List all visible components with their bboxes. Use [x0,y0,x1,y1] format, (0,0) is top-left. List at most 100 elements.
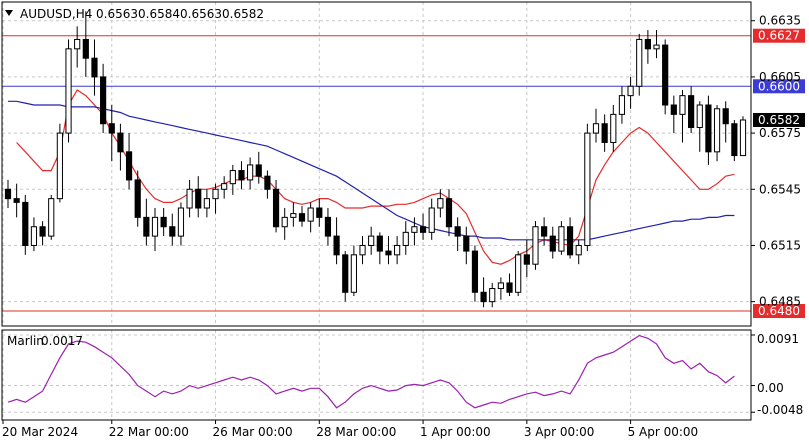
candle-body [696,104,703,128]
candle-body [100,76,107,125]
candle-body [549,235,556,252]
candle-body [558,226,565,252]
dropdown-triangle-icon[interactable] [5,10,13,16]
candle-body [445,198,453,228]
candle-body [713,108,721,153]
oscillator-tick-label: 0.0091 [757,332,799,346]
candle-body [368,235,375,246]
y-tick-label: 0.6515 [759,238,801,252]
candle-body [394,244,401,256]
candle-body [255,164,262,177]
chart-header: AUDUSD,H4 0.6563 0.6584 0.6563 0.6582 [5,7,264,21]
candle-body [411,226,418,233]
candle-body [532,226,539,265]
symbol-label: AUDUSD,H4 [20,7,92,21]
close-value: 0.6582 [222,7,264,21]
candle-body [722,108,729,125]
candle-body [437,198,444,209]
candle-body [575,244,582,256]
candle-body [56,132,63,200]
low-value: 0.6563 [180,7,222,21]
candle-body [316,207,323,218]
candle-body [471,250,479,293]
candle-body [350,254,357,293]
candle-body [30,226,38,246]
candle-body [272,188,280,228]
candle-body [428,207,435,233]
level-price-label: 0.6600 [758,79,800,93]
oscillator-panel-frame [1,329,752,421]
candle-body [592,123,600,134]
candle-body [627,85,634,97]
candle-body [402,231,409,246]
candle-body [480,291,487,303]
oscillator-header: Marlin 0.0017 [7,334,83,348]
candle-body [679,95,686,115]
x-tick-label: 20 Mar 2024 [2,425,78,439]
candle-body [584,132,591,246]
candle-body [151,216,159,237]
x-tick-label: 3 Apr 00:00 [524,425,595,439]
oscillator-tick-label: 0.00 [757,381,784,395]
candle-body [688,95,695,128]
candle-body [419,226,427,233]
candle-body [454,226,461,237]
axes: 0.6635 0.6605 0.6575 0.6545 0.6515 0.6485 20 M… [1,1,801,439]
candle-body [653,44,660,50]
candle-body [134,179,141,218]
candle-body [731,123,738,157]
candle-body [221,183,228,190]
candle-body [125,151,133,181]
y-tick-label: 0.6635 [759,14,801,28]
candle-body [489,288,496,303]
y-tick-label: 0.6575 [759,126,801,140]
candle-body [39,226,46,237]
candle-body [65,48,72,134]
grid [2,2,751,420]
oscillator-line [7,334,735,409]
y-tick-label: 0.6485 [759,295,801,309]
x-tick-label: 1 Apr 00:00 [420,425,491,439]
candle-body [13,198,20,203]
candle-body [566,226,574,256]
horizontal-levels: 0.6627 0.6600 0.6480 0.6582 [2,28,805,319]
candle-body [610,113,617,143]
candle-body [247,164,254,181]
candle-body [705,104,712,153]
candle-body [74,38,81,50]
candle-body [290,213,297,218]
candle-body [497,282,504,290]
candle-body [506,282,513,293]
candle-body [307,207,314,222]
candle-body [324,216,332,237]
oscillator-tick-label: -0.0048 [757,403,803,417]
candle-body [298,213,306,222]
candle-body [376,235,383,252]
candle-body [186,188,193,209]
candle-body [385,250,392,256]
x-tick-label: 28 Mar 00:00 [316,425,396,439]
candle-body [177,207,185,237]
candle-body [523,254,530,265]
oscillator-panel [7,334,735,409]
oscillator-name: Marlin [7,334,44,348]
candle-body [515,254,522,293]
candle-body [143,216,150,237]
high-value: 0.6584 [138,7,180,21]
candle-body [636,38,643,87]
candle-body [169,226,176,237]
candle-body [160,216,167,228]
oscillator-ticks: 0.0091 0.00 -0.0048 [757,332,803,417]
candle-body [342,254,349,293]
level-price-tag [753,304,805,319]
candle-body [238,170,245,181]
current-price-tag [753,112,805,127]
level-price-tag [753,28,805,43]
candle-body [212,188,219,200]
y-tick-label: 0.6605 [759,70,801,84]
candle-body [229,170,236,185]
candle-body [359,244,366,256]
level-price-label: 0.6480 [758,304,800,318]
moving-average-line [8,100,735,241]
